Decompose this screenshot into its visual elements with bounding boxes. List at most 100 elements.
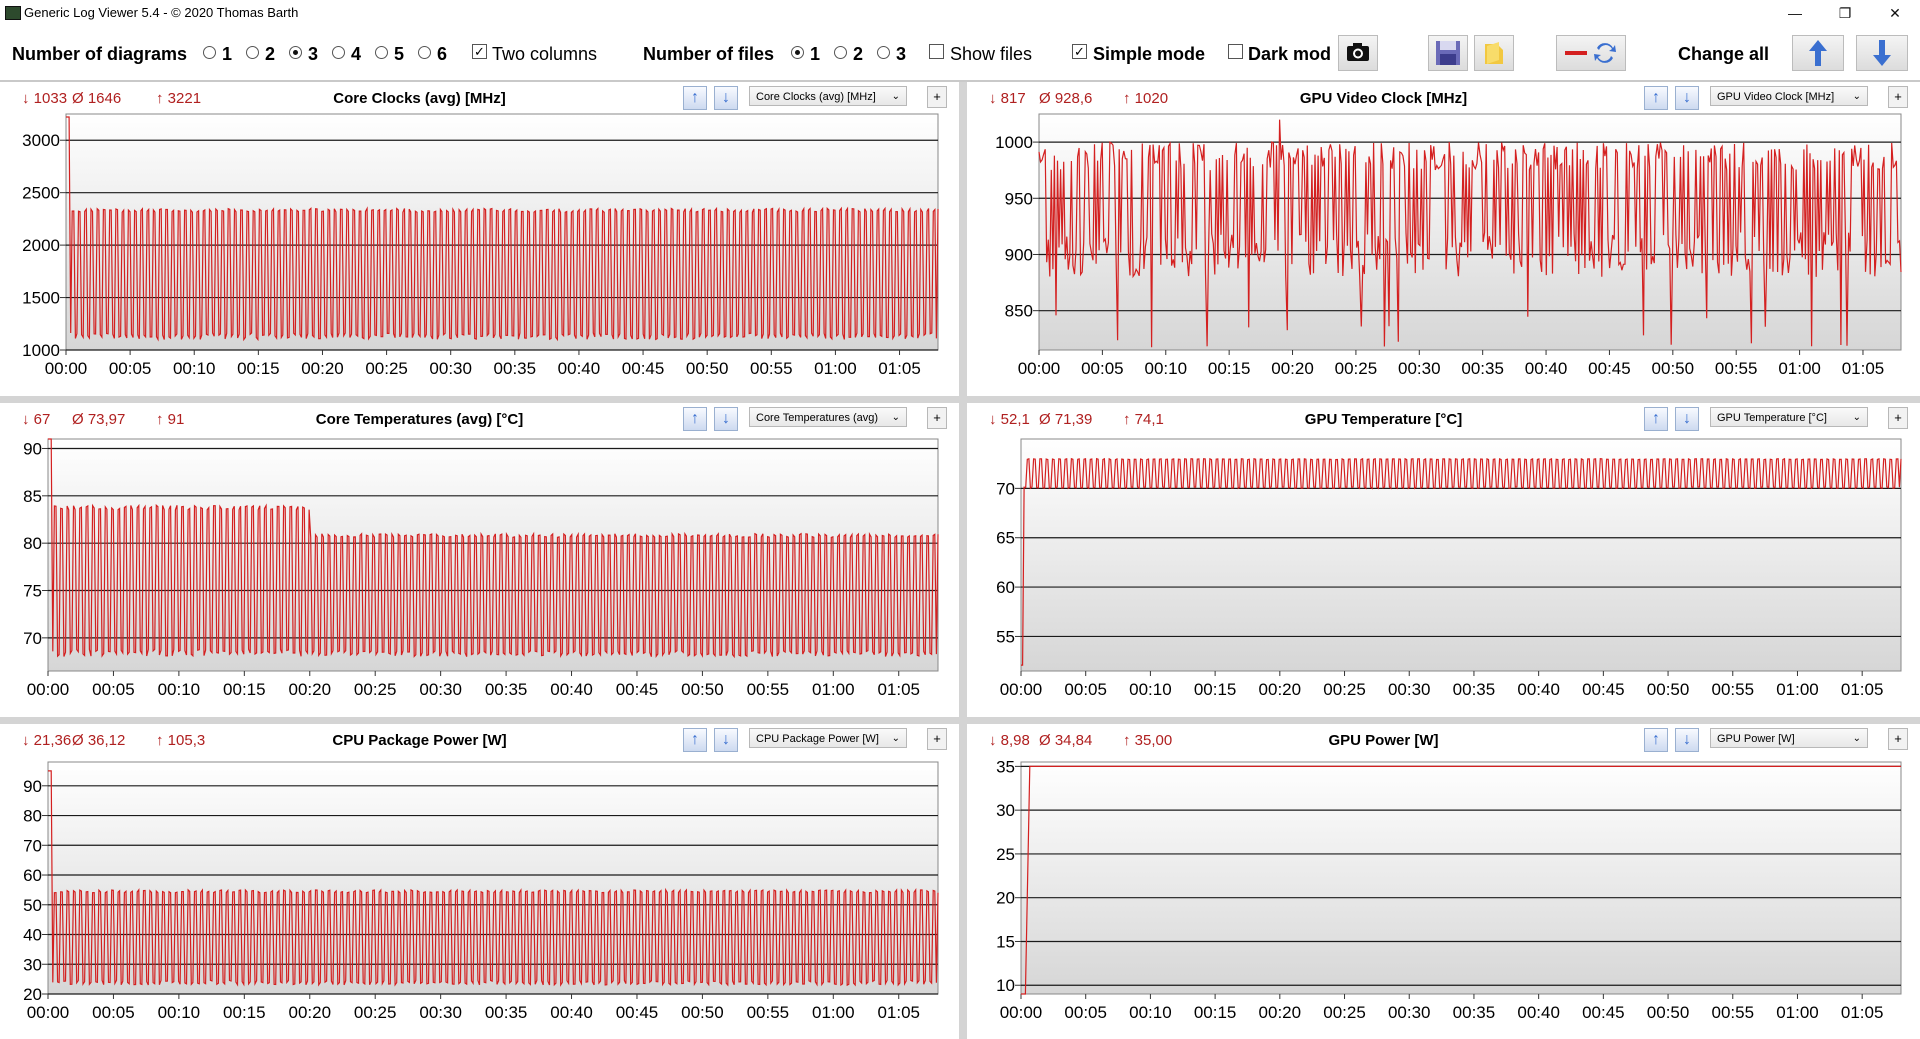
diagram-radio-3[interactable] [289, 46, 302, 59]
diagram-radio-2[interactable] [246, 46, 259, 59]
x-tick-label: 00:30 [419, 1003, 462, 1022]
y-tick-label: 80 [23, 807, 42, 826]
save-button[interactable] [1428, 35, 1468, 71]
chevron-down-icon: ⌄ [891, 91, 900, 102]
screenshot-button[interactable] [1338, 35, 1378, 71]
y-tick-label: 1500 [22, 289, 60, 308]
series-line [48, 770, 939, 987]
dark-mode-label: Dark mod [1248, 44, 1332, 64]
open-folder-button[interactable] [1474, 35, 1514, 71]
x-tick-label: 00:25 [1335, 359, 1378, 378]
channel-select[interactable]: GPU Power [W] ⌄ [1710, 728, 1868, 748]
y-tick-label: 10 [996, 976, 1015, 995]
x-tick-label: 00:00 [1000, 1003, 1043, 1022]
x-tick-label: 01:00 [1776, 1003, 1819, 1022]
move-down-button[interactable]: ↓ [1675, 728, 1699, 752]
move-down-button[interactable]: ↓ [714, 728, 738, 752]
x-tick-label: 01:00 [812, 1003, 855, 1022]
diagram-radio-6[interactable] [418, 46, 431, 59]
channel-select-value: Core Clocks (avg) [MHz] [756, 91, 876, 103]
file-radio-1[interactable] [791, 46, 804, 59]
x-tick-label: 01:05 [1842, 359, 1885, 378]
diagram-title: Core Temperatures (avg) [°C] [315, 411, 524, 428]
x-tick-label: 00:00 [1018, 359, 1061, 378]
move-up-button[interactable]: ↑ [1644, 86, 1668, 110]
x-tick-label: 00:10 [158, 680, 201, 699]
x-tick-label: 00:55 [747, 1003, 790, 1022]
diagram-radio-5[interactable] [375, 46, 388, 59]
floppy-disk-icon [1436, 41, 1460, 65]
move-up-button[interactable]: ↑ [683, 728, 707, 752]
show-files-checkbox[interactable] [929, 44, 944, 59]
diagram-panel: ↓ 8,98 Ø 34,84 ↑ 35,00 GPU Power [W] ↑ ↓ GPU P… [967, 724, 1920, 1039]
x-tick-label: 00:15 [223, 680, 266, 699]
x-tick-label: 00:20 [1259, 680, 1302, 699]
move-down-button[interactable]: ↓ [714, 407, 738, 431]
y-tick-label: 90 [23, 439, 42, 458]
toggle-lines-button[interactable] [1556, 35, 1626, 71]
y-tick-label: 65 [996, 529, 1015, 548]
restore-button[interactable]: ❐ [1838, 5, 1852, 21]
move-down-button[interactable]: ↓ [1675, 407, 1699, 431]
channel-select[interactable]: GPU Temperature [°C] ⌄ [1710, 407, 1868, 427]
y-tick-label: 850 [1005, 302, 1033, 321]
stat-min: ↓ 67 [22, 411, 51, 428]
x-tick-label: 00:40 [1517, 1003, 1560, 1022]
x-tick-label: 00:00 [27, 1003, 70, 1022]
row-divider-1[interactable] [0, 396, 1920, 403]
line-chart: 70 65 60 55 00:00 00:05 00:10 00:15 00:20 00:25 00… [996, 438, 1902, 699]
stat-min: ↓ 8,98 [989, 732, 1030, 749]
diagram-panel: ↓ 1033 Ø 1646 ↑ 3221 Core Clocks (avg) [MHz… [0, 82, 959, 396]
move-up-button[interactable]: ↑ [1644, 407, 1668, 431]
row-divider-2[interactable] [0, 717, 1920, 724]
num-files-label: Number of files [643, 44, 775, 64]
column-divider[interactable] [959, 82, 967, 1039]
channel-select[interactable]: Core Temperatures (avg) ⌄ [749, 407, 907, 427]
file-radio-3[interactable] [877, 46, 890, 59]
add-channel-button[interactable]: + [1888, 728, 1908, 750]
diagram-panel: ↓ 67 Ø 73,97 ↑ 91 Core Temperatures (avg) [… [0, 403, 959, 717]
two-columns-checkbox[interactable]: ✓ [472, 44, 487, 59]
simple-mode-checkbox[interactable]: ✓ [1072, 44, 1087, 59]
add-channel-button[interactable]: + [927, 86, 947, 108]
x-tick-label: 00:30 [429, 359, 472, 378]
x-tick-label: 00:40 [558, 359, 601, 378]
x-tick-label: 00:15 [1194, 680, 1237, 699]
diagram-radio-4[interactable] [332, 46, 345, 59]
stat-min: ↓ 1033 [22, 90, 68, 107]
minimize-button[interactable]: — [1788, 5, 1802, 21]
two-columns-label: Two columns [492, 44, 598, 64]
dark-mode-checkbox[interactable] [1228, 44, 1243, 59]
add-channel-button[interactable]: + [1888, 86, 1908, 108]
move-up-button[interactable]: ↑ [683, 86, 707, 110]
chevron-down-icon: ⌄ [891, 733, 900, 744]
add-channel-button[interactable]: + [927, 407, 947, 429]
move-down-button[interactable]: ↓ [1675, 86, 1699, 110]
y-tick-label: 80 [23, 534, 42, 553]
move-down-button[interactable]: ↓ [714, 86, 738, 110]
file-radio-2[interactable] [834, 46, 847, 59]
stat-max: ↑ 91 [156, 411, 185, 428]
x-tick-label: 00:20 [288, 1003, 331, 1022]
x-tick-label: 00:10 [1129, 1003, 1172, 1022]
change-all-down-button[interactable] [1856, 35, 1908, 71]
diagram-radio-1[interactable] [203, 46, 216, 59]
x-tick-label: 00:35 [485, 680, 528, 699]
simple-mode-label: Simple mode [1093, 44, 1206, 64]
x-tick-label: 00:30 [1388, 1003, 1431, 1022]
x-tick-label: 00:50 [1652, 359, 1695, 378]
file-option-1: 1 [810, 44, 821, 64]
change-all-up-button[interactable] [1792, 35, 1844, 71]
channel-select[interactable]: Core Clocks (avg) [MHz] ⌄ [749, 86, 907, 106]
x-tick-label: 01:05 [877, 680, 920, 699]
channel-select[interactable]: CPU Package Power [W] ⌄ [749, 728, 907, 748]
close-button[interactable]: ✕ [1889, 5, 1901, 21]
series-line [1021, 765, 1901, 995]
move-up-button[interactable]: ↑ [1644, 728, 1668, 752]
add-channel-button[interactable]: + [1888, 407, 1908, 429]
x-tick-label: 00:25 [365, 359, 408, 378]
move-up-button[interactable]: ↑ [683, 407, 707, 431]
channel-select[interactable]: GPU Video Clock [MHz] ⌄ [1710, 86, 1868, 106]
add-channel-button[interactable]: + [927, 728, 947, 750]
x-tick-label: 00:35 [1453, 680, 1496, 699]
